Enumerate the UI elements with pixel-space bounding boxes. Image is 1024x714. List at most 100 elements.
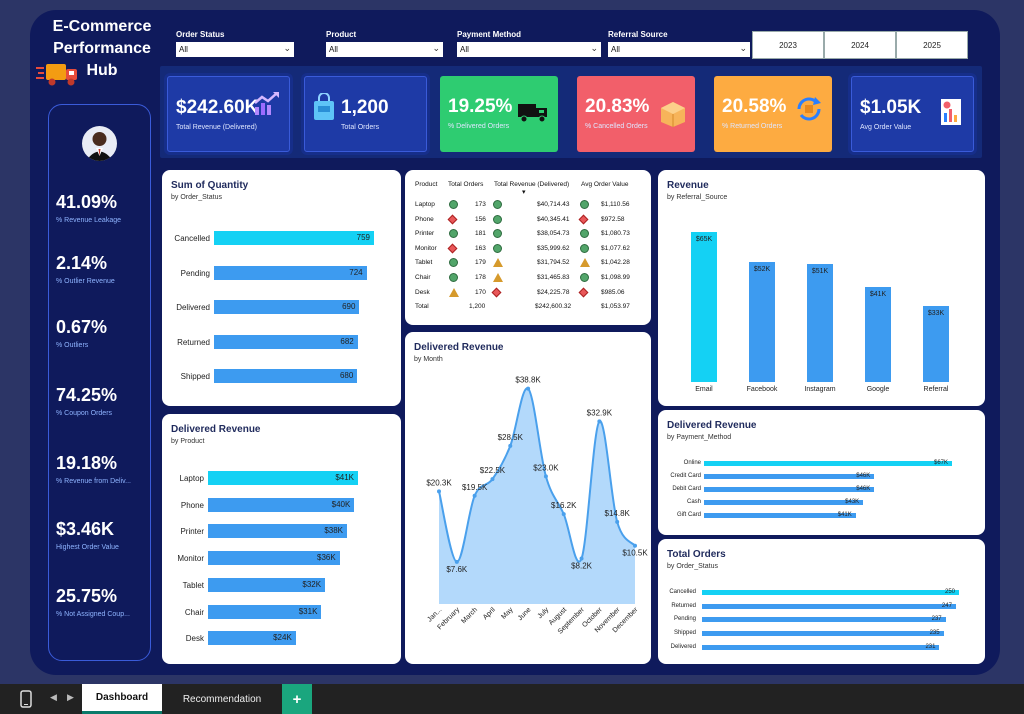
bar: $32K <box>208 577 326 592</box>
bar-category-label: Delivered <box>176 303 210 312</box>
tab-dashboard[interactable]: Dashboard <box>82 684 162 714</box>
kpi-cancelled-orders: 20.83% % Cancelled Orders <box>577 76 695 152</box>
dashboard-title: E-Commerce Performance Hub <box>52 18 152 79</box>
table-total-cell: 1,200 <box>469 303 486 310</box>
kpi-label: % Delivered Orders <box>448 123 510 130</box>
filter-referral-source[interactable]: Referral Source All ⌄ <box>608 30 750 57</box>
chart-title: Delivered Revenue <box>667 420 757 431</box>
filter-product-label: Product <box>326 30 357 39</box>
bar-value-label: 680 <box>339 371 354 380</box>
bar-category-label: Cancelled <box>669 589 696 595</box>
kpi-value: 19.25% <box>448 96 513 117</box>
panel-product-table[interactable]: Product Total Orders Total Revenue (Delive… <box>405 170 651 325</box>
table-cell-revenue: $24,225.78 <box>537 288 570 296</box>
bar: 682 <box>214 334 358 349</box>
bar-value-label: $46K <box>856 486 871 492</box>
add-page-button[interactable]: + <box>282 684 312 714</box>
data-point <box>508 443 513 448</box>
bar: 690 <box>214 300 360 314</box>
next-page-icon[interactable]: ▶ <box>67 692 74 702</box>
table-cell-orders: 170 <box>475 288 486 296</box>
status-red-diamond-icon <box>447 243 458 254</box>
product-table: Product Total Orders Total Revenue (Delive… <box>405 170 651 325</box>
kpi-strip <box>160 66 982 158</box>
status-green-circle-icon <box>449 273 458 282</box>
bar-value-label: $46K <box>856 473 871 479</box>
bar-category-label: Gift Card <box>676 512 701 518</box>
metric-not-assigned-coupon: 25.75% % Not Assigned Coup... <box>56 586 130 618</box>
data-point <box>615 519 620 524</box>
table-total-cell: $1,053.97 <box>601 303 630 310</box>
table-cell-product: Monitor <box>415 244 437 252</box>
tab-recommendation[interactable]: Recommendation <box>182 693 262 705</box>
filter-payment-method[interactable]: Payment Method All ⌄ <box>457 30 601 57</box>
status-green-circle-icon <box>493 243 502 253</box>
bar: 235 <box>702 630 944 637</box>
status-red-diamond-icon <box>578 287 589 298</box>
prev-page-icon[interactable]: ◀ <box>50 692 57 702</box>
kpi-avg-order-value: $1.05K Avg Order Value <box>851 76 974 152</box>
metric-label: % Revenue from Deliv... <box>56 478 131 485</box>
bar-category-label: Credit Card <box>670 473 701 479</box>
panel-revenue-by-product[interactable]: Delivered Revenue by Product Laptop $41K P… <box>162 414 401 664</box>
bar-category-label: Monitor <box>177 554 204 564</box>
status-green-circle-icon <box>493 229 502 239</box>
kpi-label: Total Revenue (Delivered) <box>176 124 257 131</box>
table-cell-orders: 181 <box>475 230 486 238</box>
table-cell-aov: $1,110.56 <box>601 201 630 208</box>
table-header: Avg Order Value <box>581 181 629 188</box>
chart-title: Delivered Revenue <box>171 424 261 435</box>
year-2023-button[interactable]: 2023 <box>752 31 824 59</box>
status-green-circle-icon <box>580 243 589 253</box>
bar: $24K <box>208 631 296 646</box>
kpi-returned-orders: 20.58% % Returned Orders <box>714 76 832 152</box>
metric-revenue-from-delivered: 19.18% % Revenue from Deliv... <box>56 453 131 485</box>
table-cell-revenue: $40,714.43 <box>537 201 570 208</box>
metric-label: % Not Assigned Coup... <box>56 611 130 618</box>
filter-payment-method-select[interactable]: All ⌄ <box>457 42 601 57</box>
status-red-diamond-icon <box>447 214 458 225</box>
kpi-label: Avg Order Value <box>860 124 912 131</box>
status-green-circle-icon <box>449 200 458 209</box>
panel-revenue-by-payment[interactable]: Delivered Revenue by Payment_Method Onli… <box>658 410 985 535</box>
metric-value: 2.14% <box>56 253 108 273</box>
bar: $67K <box>704 460 952 466</box>
filter-product-value: All <box>329 45 338 54</box>
bar-category-label: Returned <box>671 602 696 609</box>
panel-revenue-by-month[interactable]: Delivered Revenue by Month $20.3K Jan... $… <box>405 332 651 664</box>
chevron-down-icon: ⌄ <box>739 43 747 53</box>
filter-order-status-select[interactable]: All ⌄ <box>176 42 294 57</box>
area-fill <box>439 388 635 604</box>
panel-sum-of-quantity[interactable]: Sum of Quantity by Order_Status Cancelle… <box>162 170 401 406</box>
filter-order-status[interactable]: Order Status All ⌄ <box>176 30 294 57</box>
status-green-circle-icon <box>580 200 589 209</box>
table-cell-orders: 179 <box>475 259 486 267</box>
filter-product-select[interactable]: All ⌄ <box>326 42 443 57</box>
report-icon <box>941 99 961 125</box>
bar-category-label: Cash <box>686 499 701 505</box>
panel-revenue-by-referral[interactable]: Revenue by Referral_Source $65K Email $52K… <box>658 170 985 406</box>
delivery-truck-icon <box>36 64 77 86</box>
filter-referral-source-select[interactable]: All ⌄ <box>608 42 750 57</box>
table-header: Product <box>415 181 438 188</box>
year-2025-button[interactable]: 2025 <box>896 31 968 59</box>
table-cell-product: Laptop <box>415 201 435 208</box>
table-total-cell: Total <box>415 303 429 310</box>
data-point <box>561 512 566 517</box>
kpi-total-orders: 1,200 Total Orders <box>304 76 427 152</box>
bar: $33K <box>923 305 949 382</box>
data-label: $14.8K <box>605 509 631 518</box>
metric-value: 25.75% <box>56 586 118 606</box>
data-point <box>526 386 531 391</box>
table-cell-aov: $1,080.73 <box>601 230 630 238</box>
chevron-down-icon: ⌄ <box>283 43 291 53</box>
year-2024-button[interactable]: 2024 <box>824 31 896 59</box>
panel-total-orders[interactable]: Total Orders by Order_Status Cancelled 25… <box>658 539 985 664</box>
mobile-layout-icon[interactable] <box>20 690 32 708</box>
bar: $65K <box>691 232 717 382</box>
x-tick-label: June <box>517 606 533 622</box>
bar-value-label: 235 <box>929 630 940 637</box>
filter-product[interactable]: Product All ⌄ <box>326 30 443 57</box>
metric-value: 19.18% <box>56 453 118 473</box>
table-cell-product: Desk <box>415 288 430 296</box>
